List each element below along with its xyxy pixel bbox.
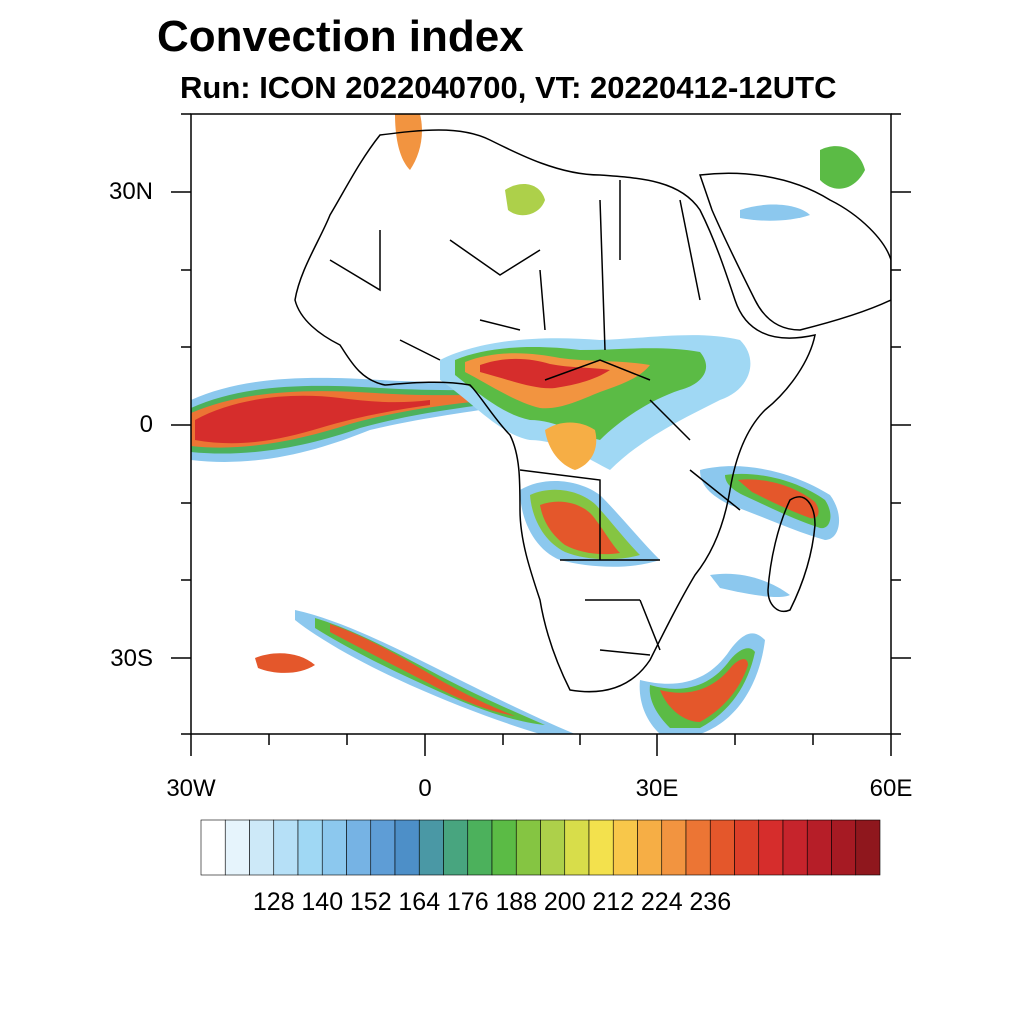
colorbar-swatch	[758, 819, 784, 876]
colorbar-swatch	[782, 819, 808, 876]
colorbar-swatch	[249, 819, 275, 876]
colorbar-swatch	[734, 819, 760, 876]
colorbar-swatch	[661, 819, 687, 876]
africa-coastline	[294, 129, 816, 693]
chart-subtitle: Run: ICON 2022040700, VT: 20220412-12UTC	[180, 70, 837, 105]
colorbar-label: 140	[301, 888, 344, 916]
colorbar-swatch	[564, 819, 590, 876]
convection-north	[395, 114, 422, 170]
colorbar-swatch	[806, 819, 832, 876]
colorbar-label: 152	[349, 888, 392, 916]
colorbar-swatch	[467, 819, 493, 876]
colorbar-swatch	[200, 819, 226, 876]
colorbar-label: 224	[640, 888, 683, 916]
map-frame	[190, 113, 892, 735]
colorbar-swatch	[637, 819, 663, 876]
colorbar-swatch	[612, 819, 638, 876]
colorbar-swatch	[685, 819, 711, 876]
colorbar-swatch	[370, 819, 396, 876]
colorbar-swatch	[297, 819, 323, 876]
lon-label-0: 0	[418, 775, 432, 802]
chart-title: Convection index	[157, 12, 524, 61]
colorbar-label: 236	[689, 888, 732, 916]
colorbar-swatch	[418, 819, 444, 876]
coastlines	[294, 129, 891, 693]
colorbar-label: 212	[592, 888, 635, 916]
colorbar-swatch	[346, 819, 372, 876]
lon-label-60e: 60E	[869, 775, 913, 802]
colorbar-swatch	[321, 819, 347, 876]
colorbar-swatch	[224, 819, 250, 876]
lon-label-30w: 30W	[166, 775, 216, 802]
colorbar	[200, 819, 881, 876]
colorbar-swatch	[273, 819, 299, 876]
madagascar-coastline	[767, 496, 816, 612]
colorbar-swatch	[855, 819, 881, 876]
colorbar-swatch	[540, 819, 566, 876]
colorbar-swatch	[491, 819, 517, 876]
colorbar-swatch	[831, 819, 857, 876]
colorbar-swatch	[709, 819, 735, 876]
colorbar-swatch	[394, 819, 420, 876]
lon-label-30e: 30E	[635, 775, 679, 802]
lat-label-30s: 30S	[110, 645, 153, 672]
country-borders	[329, 180, 741, 656]
colorbar-swatch	[443, 819, 469, 876]
colorbar-label: 164	[398, 888, 441, 916]
axis-ticks	[171, 113, 911, 756]
arabia-coastline	[698, 172, 891, 331]
colorbar-label: 188	[495, 888, 538, 916]
colorbar-label: 128	[252, 888, 295, 916]
lat-label-30n: 30N	[108, 178, 153, 205]
colorbar-label: 200	[543, 888, 586, 916]
lat-label-0: 0	[139, 411, 153, 438]
convection-field	[191, 114, 865, 734]
colorbar-swatch	[515, 819, 541, 876]
colorbar-label: 176	[446, 888, 489, 916]
colorbar-swatch	[588, 819, 614, 876]
